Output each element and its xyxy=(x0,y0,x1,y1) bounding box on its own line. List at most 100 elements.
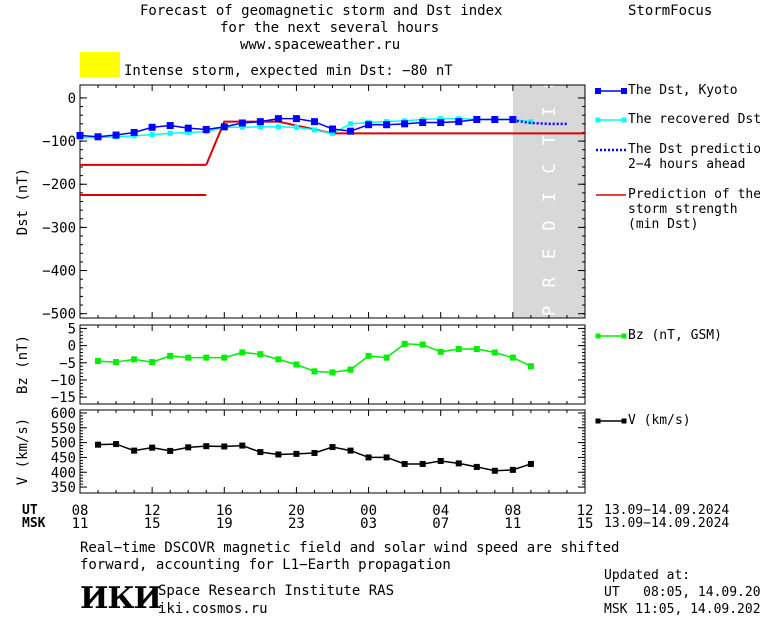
dst-kyoto-point xyxy=(401,120,409,128)
ut-date-range: 13.09−14.09.2024 xyxy=(604,503,730,518)
v-point xyxy=(311,449,318,456)
bz-point xyxy=(149,359,156,366)
footer-note-line2: forward, accounting for L1−Earth propaga… xyxy=(80,557,451,573)
dst-kyoto-point xyxy=(76,131,84,139)
dst-recovered-point xyxy=(167,130,173,136)
bz-point xyxy=(365,352,372,359)
bz-point xyxy=(401,340,408,347)
institute-site[interactable]: iki.cosmos.ru xyxy=(158,601,268,617)
msk-tick-label: 15 xyxy=(144,516,161,532)
chart-title: Forecast of geomagnetic storm and Dst in… xyxy=(140,3,503,19)
bz-point xyxy=(311,368,318,375)
dst-kyoto-point xyxy=(148,123,156,131)
dst-kyoto-point xyxy=(509,116,517,124)
msk-date-range: 13.09−14.09.2024 xyxy=(604,516,730,531)
v-point xyxy=(293,450,300,457)
v-point xyxy=(401,460,408,467)
y-tick-label: 0 xyxy=(68,339,76,355)
legend-dst-prediction-hours: 2−4 hours ahead xyxy=(628,157,746,172)
v-point xyxy=(365,454,372,461)
v-point xyxy=(167,447,174,454)
bz-point xyxy=(113,359,120,366)
legend-dst-kyoto-symbol-marker xyxy=(595,88,601,94)
dst-kyoto-point xyxy=(184,124,192,132)
ut-tick-label: 04 xyxy=(432,503,449,519)
bz-point xyxy=(347,366,354,373)
v-point xyxy=(95,441,102,448)
dst-kyoto-point xyxy=(437,119,445,127)
v-line xyxy=(98,443,532,472)
msk-tick-label: 11 xyxy=(72,516,89,532)
bz-point xyxy=(185,354,192,361)
y-tick-label: 500 xyxy=(51,436,76,452)
iki-logo: ИКИ xyxy=(80,581,162,616)
v-point xyxy=(203,443,210,450)
dst-recovered-point xyxy=(330,130,335,136)
legend-bz-symbol-marker xyxy=(595,333,601,339)
msk-tick-label: 19 xyxy=(216,516,233,532)
legend-storm-strength-2: storm strength xyxy=(628,202,738,217)
dst-kyoto-point xyxy=(310,118,318,126)
dst-kyoto-point xyxy=(329,125,336,133)
y-tick-label: −10 xyxy=(51,373,76,389)
y-tick-label: 350 xyxy=(51,480,76,496)
legend-dst-recovered-symbol-marker xyxy=(595,117,601,123)
legend-storm-strength: Prediction of the xyxy=(628,187,760,202)
v-point xyxy=(275,451,282,458)
dst-kyoto-point xyxy=(419,119,427,127)
v-point xyxy=(257,449,264,456)
dst-kyoto-point xyxy=(473,116,481,124)
legend-storm-strength-3: (min Dst) xyxy=(628,217,699,232)
dst-recovered-point xyxy=(311,127,317,133)
dst-recovered-point xyxy=(149,132,155,138)
bz-point xyxy=(491,349,498,356)
dst-kyoto-point xyxy=(112,131,120,139)
v-point xyxy=(221,443,228,450)
dst-recovered-point xyxy=(528,119,534,125)
legend-bz: Bz (nT, GSM) xyxy=(628,328,722,343)
dst-recovered-point xyxy=(275,124,281,130)
y-tick-label: −400 xyxy=(42,264,76,280)
bz-point xyxy=(221,354,228,361)
dst-kyoto-point xyxy=(166,122,174,130)
dst-kyoto-point xyxy=(383,121,391,129)
bz-line xyxy=(97,343,532,374)
bz-point xyxy=(293,361,300,368)
y-axis-label: Dst (nT) xyxy=(15,168,31,235)
y-tick-label: 550 xyxy=(51,421,76,437)
dst-recovered-point xyxy=(438,116,444,122)
v-point xyxy=(239,442,246,449)
y-tick-label: −100 xyxy=(42,134,76,150)
msk-tick-label: 03 xyxy=(360,516,377,532)
dst-recovered-point xyxy=(293,124,299,130)
dst-recovered-point xyxy=(348,121,354,127)
alert-text: Intense storm, expected min Dst: −80 nT xyxy=(124,63,453,79)
msk-tick-label: 11 xyxy=(504,516,521,532)
updated-ut: UT 08:05, 14.09.2024 xyxy=(604,585,760,600)
dst-kyoto-point xyxy=(256,118,264,126)
dst-kyoto-point xyxy=(220,123,228,131)
v-point xyxy=(347,447,354,454)
dst-kyoto-point xyxy=(455,118,463,126)
ut-tick-label: 08 xyxy=(504,503,521,519)
dst-kyoto-point xyxy=(347,127,355,135)
bz-point xyxy=(257,351,264,358)
bz-point xyxy=(473,346,480,353)
v-point xyxy=(131,447,138,454)
v-point xyxy=(473,463,480,470)
dst-kyoto-point xyxy=(274,115,282,123)
institute-name: Space Research Institute RAS xyxy=(158,583,395,599)
v-point xyxy=(329,444,336,451)
y-tick-label: −500 xyxy=(42,307,76,323)
bz-point xyxy=(95,358,102,365)
y-axis-label: V (km/s) xyxy=(15,418,31,485)
y-tick-label: 450 xyxy=(51,450,76,466)
y-axis-label: Bz (nT) xyxy=(15,335,31,394)
prediction-label: P R E D I C T I O N xyxy=(540,46,560,316)
bz-point xyxy=(131,356,138,363)
v-point xyxy=(437,457,444,464)
source-url[interactable]: www.spaceweather.ru xyxy=(240,37,401,53)
v-point xyxy=(149,444,156,451)
v-point xyxy=(491,467,498,474)
